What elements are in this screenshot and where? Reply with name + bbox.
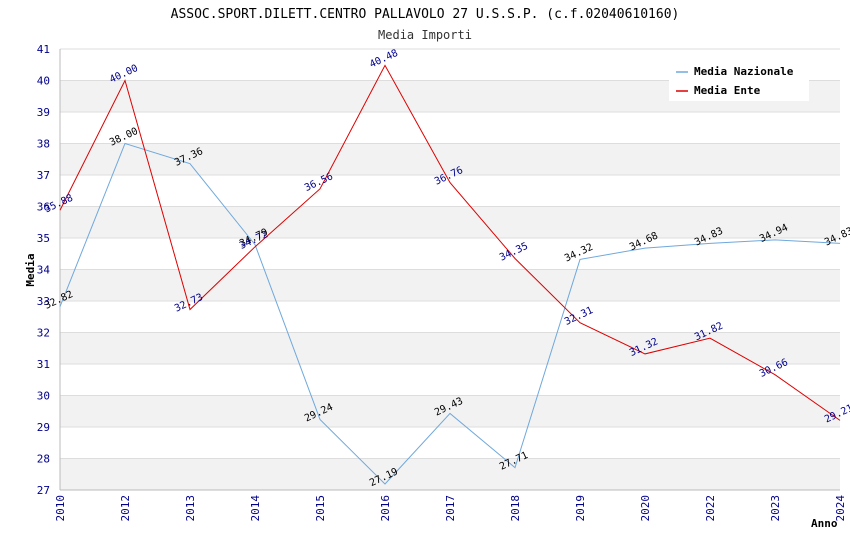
y-tick-label: 30	[37, 390, 50, 403]
grid-band	[60, 395, 840, 427]
y-tick-labels: 27 28 29 30 31 32 33 34 35 36 37 38 39 40 41	[37, 43, 51, 497]
x-tick-labels: 2010 2012 2013 2014 2015 2016 2017 2018 2019 2020…	[54, 495, 847, 522]
y-tick-label: 27	[37, 484, 50, 497]
grid-band	[60, 427, 840, 459]
y-tick-label: 34	[37, 264, 51, 277]
grid-band	[60, 364, 840, 396]
grid-band	[60, 112, 840, 144]
grid-bands	[60, 49, 840, 490]
grid-band	[60, 269, 840, 301]
y-tick-label: 28	[37, 453, 50, 466]
y-tick-label: 29	[37, 421, 50, 434]
x-tick-label: 2023	[769, 495, 782, 522]
grid-band	[60, 458, 840, 490]
x-tick-label: 2013	[184, 495, 197, 522]
chart-title: ASSOC.SPORT.DILETT.CENTRO PALLAVOLO 27 U…	[171, 7, 680, 22]
y-tick-label: 36	[37, 201, 50, 214]
grid-lines	[60, 48, 840, 491]
series-line-media-nazionale	[59, 142, 841, 485]
x-tick-label: 2019	[574, 495, 587, 522]
grid-band	[60, 301, 840, 333]
x-tick-label: 2012	[119, 495, 132, 522]
x-tick-label: 2017	[444, 495, 457, 522]
y-tick-label: 41	[37, 43, 50, 56]
grid-band	[60, 143, 840, 175]
y-tick-label: 31	[37, 358, 50, 371]
legend-label-media-ente: Media Ente	[694, 84, 761, 97]
series-lines	[59, 64, 841, 485]
x-tick-label: 2024	[834, 495, 847, 522]
y-tick-label: 35	[37, 232, 50, 245]
grid-band	[60, 332, 840, 364]
series-line-media-ente	[59, 64, 841, 421]
x-tick-label: 2010	[54, 495, 67, 522]
x-tick-label: 2018	[509, 495, 522, 522]
legend-label-media-nazionale: Media Nazionale	[694, 65, 794, 78]
grid-band	[60, 175, 840, 207]
axes	[59, 49, 840, 491]
y-tick-label: 32	[37, 327, 50, 340]
x-tick-label: 2015	[314, 495, 327, 522]
y-tick-label: 40	[37, 75, 50, 88]
y-tick-label: 33	[37, 295, 50, 308]
x-tick-label: 2014	[249, 495, 262, 522]
x-tick-label: 2020	[639, 495, 652, 522]
x-tick-label: 2016	[379, 495, 392, 522]
x-axis-label: Anno	[811, 517, 838, 530]
y-tick-label: 39	[37, 106, 50, 119]
chart-subtitle: Media Importi	[378, 28, 472, 42]
y-tick-label: 38	[37, 138, 50, 151]
y-tick-label: 37	[37, 169, 50, 182]
legend-box	[669, 59, 809, 101]
grid-band	[60, 206, 840, 238]
y-axis-label: Media	[24, 253, 37, 286]
legend: Media Nazionale Media Ente	[669, 59, 809, 101]
x-tick-label: 2022	[704, 495, 717, 522]
